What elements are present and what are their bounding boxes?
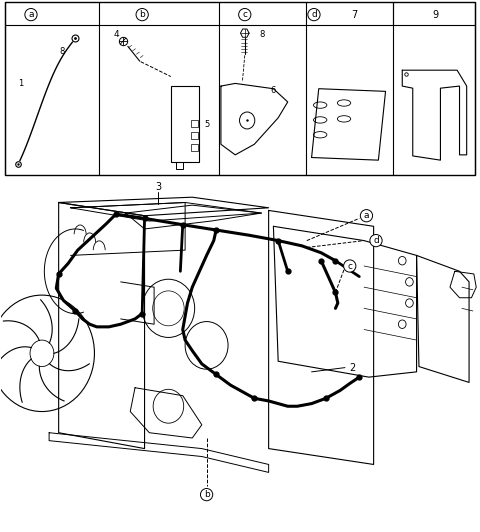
Bar bbox=[191, 120, 199, 127]
Text: c: c bbox=[242, 10, 247, 19]
Text: b: b bbox=[204, 490, 209, 499]
Text: 8: 8 bbox=[60, 47, 65, 56]
Text: 9: 9 bbox=[432, 10, 439, 20]
Text: 7: 7 bbox=[351, 10, 358, 20]
Text: 4: 4 bbox=[113, 30, 119, 39]
Text: 6: 6 bbox=[271, 86, 276, 95]
Text: 3: 3 bbox=[155, 181, 161, 192]
Text: a: a bbox=[28, 10, 34, 19]
Text: d: d bbox=[311, 10, 317, 19]
Text: 1: 1 bbox=[18, 79, 23, 88]
Circle shape bbox=[398, 256, 406, 265]
Bar bbox=[191, 132, 199, 139]
Text: c: c bbox=[347, 262, 352, 270]
Bar bbox=[171, 86, 199, 162]
Bar bbox=[5, 3, 475, 175]
Circle shape bbox=[398, 320, 406, 328]
Text: 2: 2 bbox=[349, 363, 355, 372]
Circle shape bbox=[406, 299, 413, 307]
Bar bbox=[191, 144, 199, 151]
Text: 8: 8 bbox=[260, 30, 265, 39]
Text: 5: 5 bbox=[204, 120, 209, 129]
Circle shape bbox=[406, 278, 413, 286]
Text: b: b bbox=[139, 10, 145, 19]
Text: d: d bbox=[373, 236, 379, 245]
Text: a: a bbox=[364, 211, 369, 220]
